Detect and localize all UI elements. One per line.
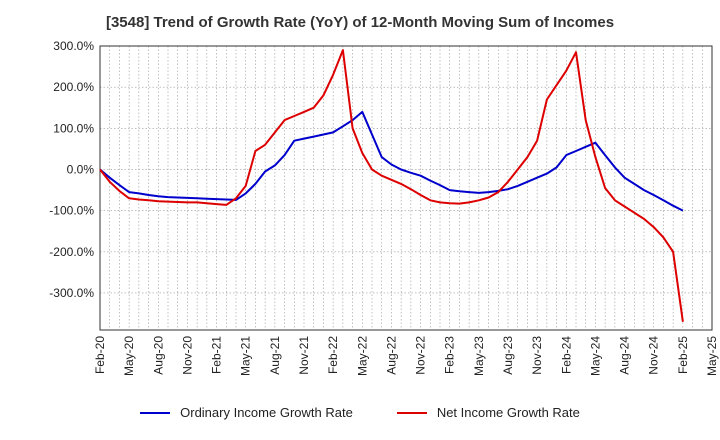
y-tick-label: 0.0%: [67, 162, 95, 176]
legend-label-ordinary: Ordinary Income Growth Rate: [180, 405, 353, 420]
x-tick-label: Feb-20: [93, 336, 107, 374]
y-tick-label: 100.0%: [53, 121, 94, 135]
x-tick-label: Nov-21: [297, 336, 311, 375]
legend-item-net: Net Income Growth Rate: [396, 405, 580, 420]
x-tick-label: Feb-23: [443, 336, 457, 374]
plot-frame: [99, 45, 713, 331]
legend: Ordinary Income Growth Rate Net Income G…: [0, 405, 720, 420]
series-line-net-income: [99, 49, 684, 322]
legend-label-net: Net Income Growth Rate: [436, 405, 580, 420]
x-tick-label: Nov-20: [180, 336, 194, 375]
series: [99, 49, 684, 322]
y-tick-label: -200.0%: [49, 245, 94, 259]
chart-title: [3548] Trend of Growth Rate (YoY) of 12-…: [105, 14, 615, 31]
grid: [99, 45, 713, 330]
x-tick-label: Aug-20: [151, 336, 165, 375]
x-tick-label: Feb-24: [559, 336, 573, 374]
x-tick-label: May-23: [472, 336, 486, 376]
x-tick-label: Nov-22: [414, 336, 428, 375]
x-tick-label: May-25: [705, 336, 719, 376]
x-tick-label: Aug-22: [384, 336, 398, 375]
y-tick-label: 300.0%: [53, 39, 94, 53]
x-tick-label: May-21: [239, 336, 253, 376]
x-tick-label: Aug-24: [618, 336, 632, 375]
x-tick-label: Nov-23: [530, 336, 544, 375]
legend-swatch-net: [396, 411, 427, 414]
x-tick-label: Nov-24: [647, 336, 661, 375]
x-tick-label: Aug-21: [268, 336, 282, 375]
x-tick-label: Feb-22: [326, 336, 340, 374]
axes: 300.0% 200.0% 100.0% 0.0% -100.0% -200.0% -300…: [49, 39, 719, 376]
x-tick-label: Feb-21: [210, 336, 224, 374]
y-tick-label: -100.0%: [49, 204, 94, 218]
legend-item-ordinary: Ordinary Income Growth Rate: [140, 405, 353, 420]
x-tick-label: Aug-23: [501, 336, 515, 375]
x-tick-label: May-24: [588, 336, 602, 376]
y-tick-label: 200.0%: [53, 80, 94, 94]
series-line-ordinary-income: [99, 110, 684, 212]
x-tick-label: May-22: [355, 336, 369, 376]
x-tick-label: Feb-25: [676, 336, 690, 374]
legend-swatch-ordinary: [140, 411, 171, 414]
y-tick-label: -300.0%: [49, 286, 94, 300]
x-tick-label: May-20: [122, 336, 136, 376]
